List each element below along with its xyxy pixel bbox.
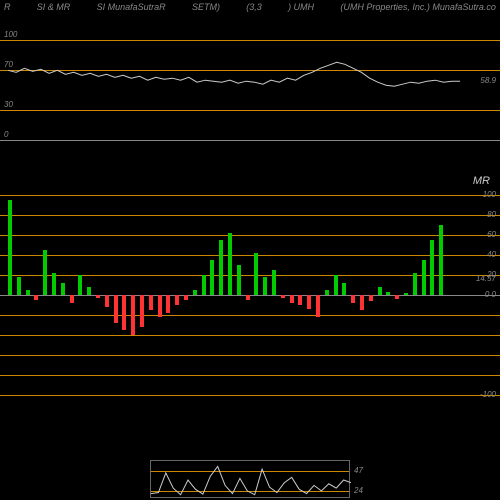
bar: [386, 292, 390, 295]
bar: [395, 295, 399, 299]
bar: [43, 250, 47, 295]
gridline: [0, 195, 500, 196]
header-item: (UMH Properties, Inc.) MunafaSutra.co: [340, 2, 496, 14]
bar: [131, 295, 135, 335]
bar: [342, 283, 346, 295]
gridline: [0, 335, 500, 336]
bar: [114, 295, 118, 323]
bar: [17, 277, 21, 295]
gridline: [0, 235, 500, 236]
bar: [404, 293, 408, 295]
bar: [272, 270, 276, 295]
gridline: [0, 215, 500, 216]
bar: [237, 265, 241, 295]
mini-label: 47: [354, 466, 363, 475]
bar: [184, 295, 188, 300]
bar: [52, 273, 56, 295]
bar: [140, 295, 144, 327]
axis-label: 80: [487, 210, 496, 219]
mini-label: 24: [354, 486, 363, 495]
bar: [8, 200, 12, 295]
extra-label: 14.57: [476, 274, 496, 283]
bar: [87, 287, 91, 295]
axis-label: 40: [487, 250, 496, 259]
header-item: R: [4, 2, 11, 14]
gridline: [0, 140, 500, 141]
bar: [210, 260, 214, 295]
bar: [193, 290, 197, 295]
bar: [175, 295, 179, 305]
bar: [202, 275, 206, 295]
bar: [316, 295, 320, 317]
header-item: SI MunafaSutraR: [97, 2, 166, 14]
bar: [351, 295, 355, 303]
axis-label: 0 0: [485, 290, 496, 299]
gridline: [0, 395, 500, 396]
gridline: [0, 295, 500, 296]
bar: [360, 295, 364, 310]
bar: [61, 283, 65, 295]
bar: [325, 290, 329, 295]
bar: [307, 295, 311, 309]
bar: [105, 295, 109, 307]
bar: [149, 295, 153, 310]
bar: [246, 295, 250, 300]
bar: [334, 275, 338, 295]
gridline: [0, 255, 500, 256]
bar: [26, 290, 30, 295]
rsi-line: [0, 20, 460, 140]
bar: [158, 295, 162, 317]
bar: [78, 275, 82, 295]
bar: [70, 295, 74, 303]
bar: [290, 295, 294, 303]
header-item: SI & MR: [37, 2, 71, 14]
bar: [430, 240, 434, 295]
bar: [298, 295, 302, 305]
gridline: [0, 375, 500, 376]
bar: [166, 295, 170, 313]
bar: [122, 295, 126, 330]
bar: [263, 277, 267, 295]
bar: [34, 295, 38, 300]
mr-panel: 100806040200 0-100MR14.57: [0, 195, 500, 395]
bar: [228, 233, 232, 295]
axis-label: 100: [483, 190, 496, 199]
mr-title: MR: [473, 175, 490, 187]
bar: [281, 295, 285, 298]
bar: [96, 295, 100, 298]
rsi-panel: 1007030058.9: [0, 20, 500, 140]
bar: [254, 253, 258, 295]
bar: [219, 240, 223, 295]
rsi-end-label: 58.9: [480, 76, 496, 85]
gridline: [0, 355, 500, 356]
bar: [369, 295, 373, 301]
axis-label: 60: [487, 230, 496, 239]
header-item: (3,3: [246, 2, 262, 14]
gridline: [0, 315, 500, 316]
header-item: ) UMH: [288, 2, 314, 14]
mini-line: [151, 461, 351, 499]
chart-header: R SI & MR SI MunafaSutraR SETM) (3,3 ) UMH (UM…: [0, 2, 500, 14]
header-item: SETM): [192, 2, 220, 14]
mini-panel: 4724: [150, 460, 350, 498]
bar: [413, 273, 417, 295]
axis-label: -100: [480, 390, 496, 399]
bar: [422, 260, 426, 295]
bar: [378, 287, 382, 295]
bar: [439, 225, 443, 295]
